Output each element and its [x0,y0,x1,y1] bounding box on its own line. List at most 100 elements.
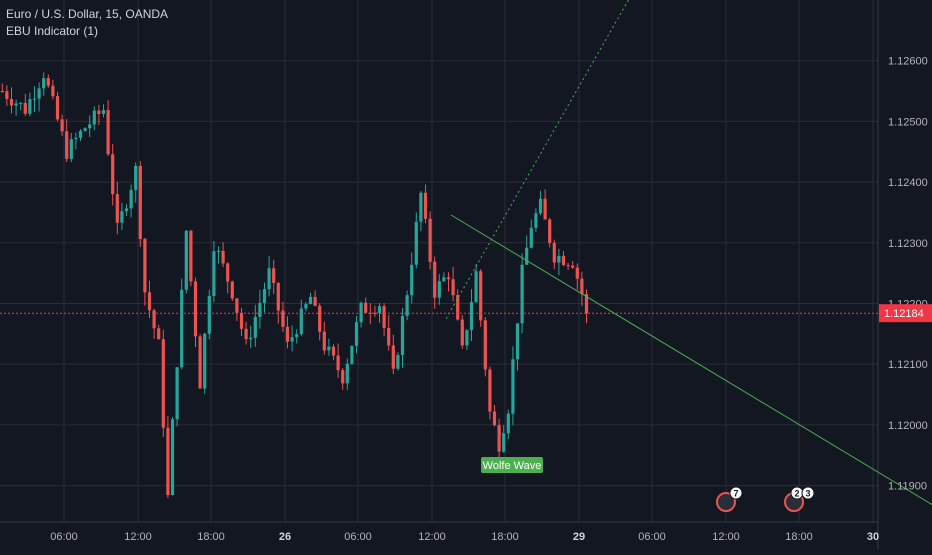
wolfe-projection-line [450,214,932,506]
price-tick-label: 1.12300 [888,238,928,250]
candle-body [465,330,469,346]
candle-body [373,312,377,314]
candle-body [175,367,179,420]
event-count-label: 2 [794,489,799,499]
price-tick-label: 1.11900 [888,481,927,493]
candle-body [32,98,37,100]
candle-body [23,102,27,114]
candle-body [253,316,257,338]
candle-body [410,264,414,296]
candle-body [193,281,198,337]
candle-body [336,355,340,371]
candle-body [0,91,4,93]
candle-body [483,320,487,370]
time-tick-label: 29 [573,531,585,543]
candle-body [290,337,294,342]
time-tick-label: 06:00 [344,531,372,543]
candle-body [134,165,138,190]
candle-body [124,208,129,212]
indicator-title[interactable]: EBU Indicator (1) [6,24,99,38]
time-tick-label: 12:00 [124,531,152,543]
candle-body [566,264,570,266]
candle-body [97,110,101,114]
candle-body [469,302,474,331]
candle-body [115,194,119,223]
candle-body [74,137,78,140]
time-tick-label: 18:00 [491,531,519,543]
last-price-label: 1.12184 [884,308,924,320]
candle-body [5,91,9,100]
candle-body [55,96,60,120]
candle-body [88,124,92,129]
candle-body [276,283,280,311]
candle-body [37,88,41,99]
price-tick-label: 1.12600 [888,56,928,68]
candle-body [433,261,437,298]
candle-body [106,110,110,155]
candle-body [143,239,147,293]
candle-body [249,337,253,340]
event-flag-icon [716,492,736,512]
candle-body [258,302,262,317]
candle-body [396,355,400,369]
event-count-label: 7 [733,489,738,499]
candle-body [400,315,405,356]
candle-body [235,298,239,313]
candle-body [557,255,561,263]
candle-body [534,213,538,228]
candle-body [157,328,161,340]
candle-body [345,363,349,384]
candle-body [14,103,18,106]
candle-body [382,306,386,328]
candle-body [552,243,556,263]
chart-legend: Euro / U.S. Dollar, 15, OANDA EBU Indica… [6,6,168,40]
time-tick-label: 06:00 [50,531,78,543]
candle-body [423,192,428,219]
candle-body [19,102,23,104]
candle-body [161,339,165,428]
candle-body [304,304,308,309]
time-tick-label: 26 [279,531,291,543]
candle-body [308,296,313,305]
candle-body [442,277,446,282]
candle-body [506,413,510,434]
candle-body [331,346,336,356]
candle-body [456,295,460,320]
candle-body [548,219,552,244]
candle-body [488,369,492,412]
candle-body [520,264,524,324]
price-tick-label: 1.12500 [888,116,928,128]
candle-body [580,278,584,295]
candle-body [111,154,115,195]
candle-body [571,265,575,268]
candle-body [460,319,464,346]
candle-body [391,345,395,369]
candle-body [230,281,234,299]
time-tick-label: 18:00 [785,531,813,543]
last-price-badge [879,304,932,323]
candle-body [529,227,533,248]
candle-body [502,433,506,452]
candle-body [83,128,87,131]
candle-body [120,211,124,223]
candle-body [474,271,478,303]
candle-body [166,427,170,495]
candle-body [359,302,363,323]
symbol-title[interactable]: Euro / U.S. Dollar, 15, OANDA [6,7,169,21]
candle-body [318,305,322,332]
candle-body [350,345,354,364]
candle-body [313,296,317,306]
candle-body [42,78,46,89]
candle-body [65,131,69,159]
candle-body [239,312,244,329]
candle-body [584,294,589,314]
wolfe-wave-label-bg [481,457,543,473]
candle-body [46,78,50,86]
event-count-badge [729,486,743,500]
candle-body [212,251,216,296]
candle-body [364,302,368,313]
candle-body [354,322,359,346]
